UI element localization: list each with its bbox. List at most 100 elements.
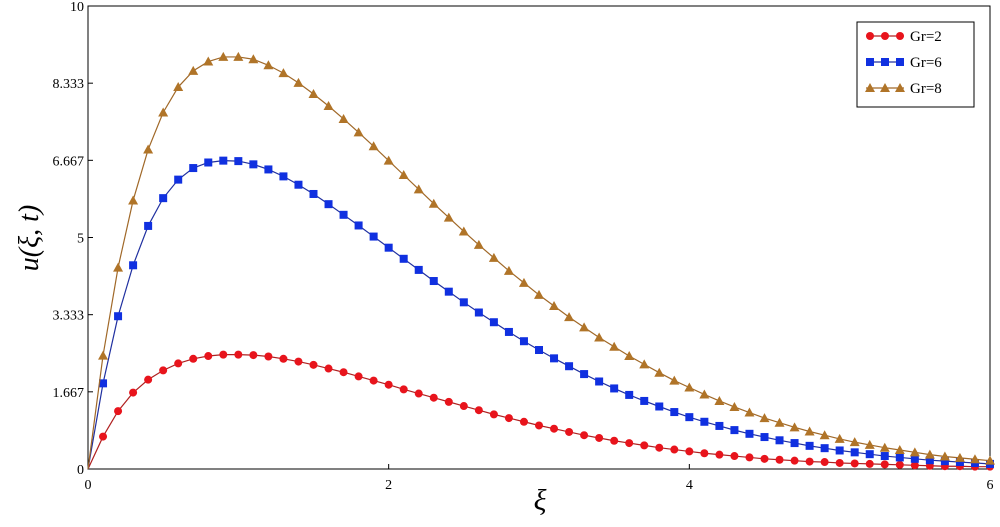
data-point bbox=[655, 402, 664, 411]
data-point bbox=[294, 180, 303, 189]
data-point bbox=[249, 160, 258, 169]
data-point bbox=[113, 262, 124, 272]
legend-marker bbox=[896, 32, 904, 40]
data-point bbox=[940, 457, 949, 466]
data-point bbox=[354, 221, 363, 230]
data-point bbox=[474, 406, 483, 415]
data-point bbox=[129, 388, 138, 397]
data-point bbox=[760, 433, 769, 442]
data-point bbox=[519, 417, 528, 426]
series-Gr=2 bbox=[87, 350, 994, 471]
data-point bbox=[384, 243, 393, 252]
data-point bbox=[278, 68, 289, 78]
data-point bbox=[518, 277, 529, 287]
data-point bbox=[203, 56, 214, 66]
legend-marker bbox=[881, 58, 889, 66]
plot-area bbox=[87, 5, 991, 470]
data-point bbox=[879, 442, 890, 452]
data-point bbox=[144, 221, 153, 230]
data-point bbox=[549, 301, 560, 311]
y-axis-label: u(ξ, t) bbox=[14, 205, 45, 271]
data-point bbox=[279, 354, 288, 363]
data-point bbox=[685, 413, 694, 422]
data-point bbox=[670, 408, 679, 417]
data-point bbox=[159, 366, 168, 375]
data-point bbox=[759, 413, 770, 423]
data-point bbox=[565, 362, 574, 371]
data-point bbox=[324, 364, 333, 373]
data-point bbox=[263, 60, 274, 70]
data-point bbox=[820, 444, 829, 453]
data-point bbox=[339, 210, 348, 219]
data-point bbox=[353, 127, 364, 137]
data-point bbox=[625, 390, 634, 399]
data-point bbox=[910, 461, 919, 470]
data-point bbox=[820, 458, 829, 467]
data-point bbox=[324, 200, 333, 209]
data-point bbox=[114, 312, 123, 321]
data-point bbox=[760, 454, 769, 463]
data-point bbox=[610, 436, 619, 445]
data-point bbox=[789, 422, 800, 432]
data-point bbox=[414, 265, 423, 274]
legend-marker bbox=[866, 58, 874, 66]
data-point bbox=[610, 384, 619, 393]
data-point bbox=[489, 318, 498, 327]
x-tick-label: 0 bbox=[85, 478, 92, 493]
data-point bbox=[954, 452, 965, 462]
data-point bbox=[534, 289, 544, 299]
data-point bbox=[504, 414, 513, 423]
data-point bbox=[384, 380, 393, 389]
y-tick-label: 6.667 bbox=[53, 154, 85, 169]
data-point bbox=[459, 402, 468, 411]
y-tick-label: 8.333 bbox=[53, 77, 85, 92]
data-point bbox=[129, 261, 138, 270]
data-point bbox=[173, 82, 184, 92]
data-point bbox=[969, 454, 980, 464]
data-point bbox=[174, 359, 183, 368]
data-point bbox=[640, 396, 649, 405]
data-point bbox=[429, 393, 438, 402]
data-point bbox=[880, 452, 889, 461]
x-tick-label: 2 bbox=[385, 478, 392, 493]
data-point bbox=[428, 198, 439, 208]
data-point bbox=[383, 155, 394, 165]
data-point bbox=[579, 322, 590, 332]
data-point bbox=[219, 350, 228, 359]
data-point bbox=[895, 453, 904, 462]
data-point bbox=[98, 350, 109, 360]
data-point bbox=[669, 375, 680, 385]
data-point bbox=[804, 426, 815, 436]
legend-label: Gr=6 bbox=[910, 55, 942, 71]
data-point bbox=[443, 212, 454, 222]
data-point bbox=[218, 51, 229, 61]
data-point bbox=[730, 426, 739, 435]
legend-label: Gr=2 bbox=[910, 29, 942, 45]
data-point bbox=[835, 458, 844, 467]
data-point bbox=[594, 332, 605, 342]
data-point bbox=[609, 341, 620, 351]
data-point bbox=[413, 184, 424, 194]
data-point bbox=[640, 441, 649, 450]
data-point bbox=[189, 164, 198, 173]
data-point bbox=[715, 421, 724, 430]
data-point bbox=[234, 157, 243, 166]
data-point bbox=[354, 372, 363, 381]
data-point bbox=[399, 385, 408, 394]
data-point bbox=[564, 312, 575, 322]
data-point bbox=[309, 360, 318, 369]
data-point bbox=[819, 430, 830, 440]
data-point bbox=[985, 455, 995, 465]
data-point bbox=[790, 439, 799, 448]
data-point bbox=[489, 410, 498, 419]
y-tick-label: 5 bbox=[77, 232, 84, 247]
data-point bbox=[264, 352, 273, 361]
data-point bbox=[158, 107, 169, 117]
data-point bbox=[880, 460, 889, 469]
data-point bbox=[535, 421, 543, 430]
data-point bbox=[188, 65, 199, 75]
data-point bbox=[955, 458, 964, 467]
data-point bbox=[699, 389, 710, 399]
data-point bbox=[398, 169, 409, 179]
data-point bbox=[189, 354, 198, 363]
